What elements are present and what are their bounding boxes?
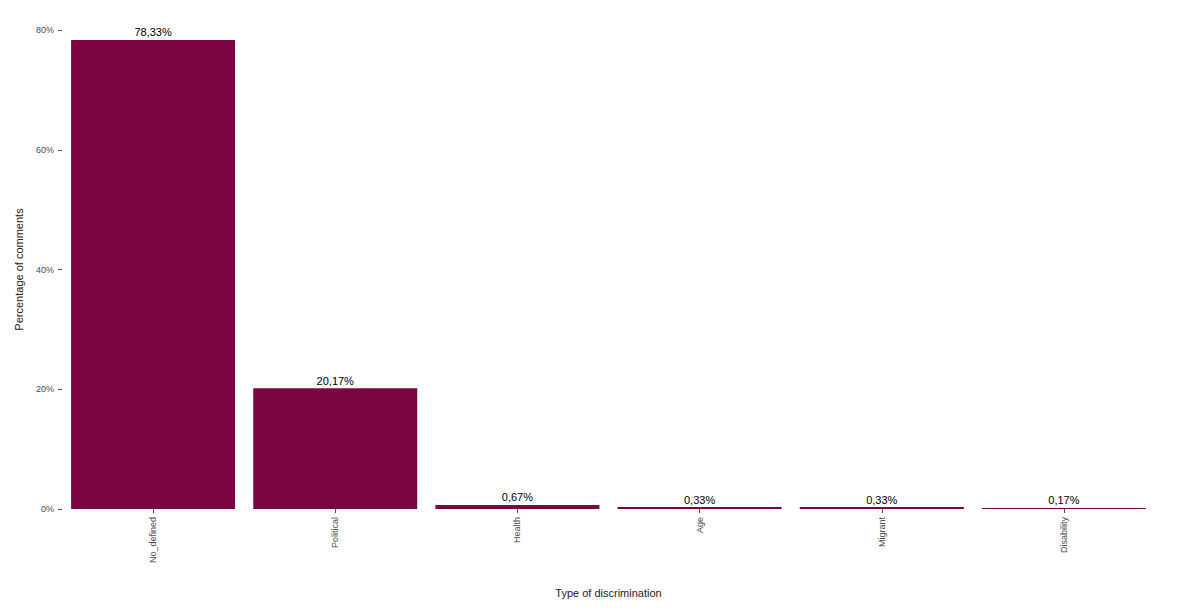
svg-text:0%: 0% [41,504,54,514]
svg-text:40%: 40% [36,265,54,275]
svg-text:Disability: Disability [1059,517,1069,554]
svg-text:Type of discrimination: Type of discrimination [555,587,661,599]
svg-text:Political: Political [330,517,340,548]
svg-text:0,17%: 0,17% [1048,494,1079,506]
svg-text:0,67%: 0,67% [502,491,533,503]
svg-text:0,33%: 0,33% [866,494,897,506]
svg-text:Migrant: Migrant [877,517,887,548]
svg-text:0,33%: 0,33% [684,494,715,506]
svg-text:Percentage of comments: Percentage of comments [13,208,25,331]
svg-text:80%: 80% [36,25,54,35]
svg-text:Age: Age [695,517,705,533]
svg-text:No_defined: No_defined [148,517,158,563]
svg-text:78,33%: 78,33% [134,26,172,38]
svg-text:Health: Health [512,517,522,543]
svg-text:60%: 60% [36,145,54,155]
svg-text:20%: 20% [36,384,54,394]
svg-text:20,17%: 20,17% [317,375,355,387]
